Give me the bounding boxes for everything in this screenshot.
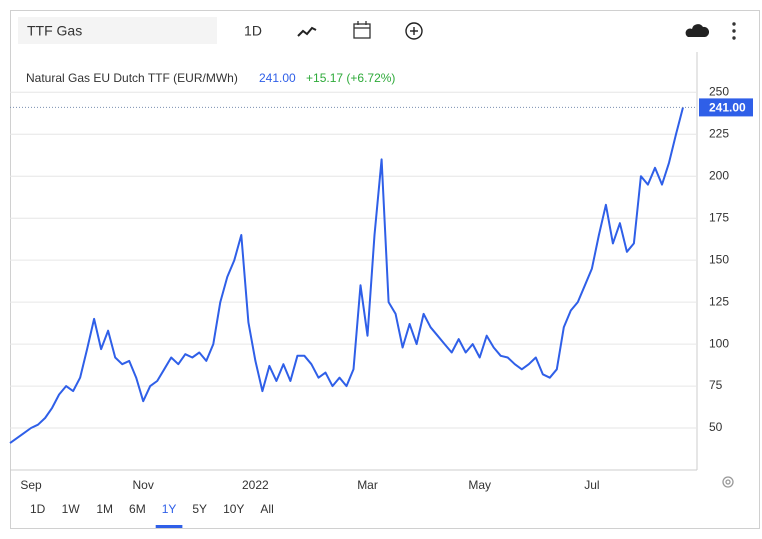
y-tick-label: 225: [709, 126, 729, 140]
settings-icon[interactable]: [722, 476, 734, 488]
interval[interactable]: 1D: [244, 23, 262, 39]
legend-title: Natural Gas EU Dutch TTF (EUR/MWh): [26, 71, 238, 85]
symbol: TTF Gas: [27, 23, 82, 39]
menu-icon[interactable]: [732, 22, 736, 40]
legend-change: +15.17 (+6.72%): [306, 71, 395, 85]
range-button[interactable]: 1M: [96, 502, 113, 516]
x-tick-label: Nov: [133, 478, 154, 492]
frame: [10, 10, 760, 529]
y-tick-label: 100: [709, 336, 729, 350]
chart-type-icon[interactable]: [297, 26, 317, 37]
calendar-icon[interactable]: [353, 21, 371, 39]
x-tick-label: Jul: [584, 478, 599, 492]
y-tick-label: 125: [709, 294, 729, 308]
download-icon[interactable]: [685, 24, 710, 37]
legend-price: 241.00: [259, 71, 296, 85]
range-button[interactable]: 10Y: [223, 502, 244, 516]
price-line: [9, 107, 684, 444]
x-tick-label: Mar: [357, 478, 378, 492]
last-price-tag: [699, 98, 753, 117]
x-tick-label: Sep: [20, 478, 42, 492]
range-button[interactable]: 1Y: [162, 502, 177, 516]
x-tick-label: May: [468, 478, 491, 492]
y-tick-label: 75: [709, 378, 723, 392]
y-tick-label: 250: [709, 84, 729, 98]
y-tick-label: 150: [709, 252, 729, 266]
y-tick-label: 200: [709, 168, 729, 182]
y-tick-label: 50: [709, 420, 723, 434]
range-button[interactable]: 1D: [30, 502, 46, 516]
range-button[interactable]: 5Y: [192, 502, 207, 516]
range-button[interactable]: All: [260, 502, 273, 516]
last-price-label: 241.00: [709, 101, 746, 115]
range-underline: [155, 525, 183, 528]
range-button[interactable]: 6M: [129, 502, 146, 516]
range-button[interactable]: 1W: [62, 502, 81, 516]
y-tick-label: 175: [709, 210, 729, 224]
add-icon[interactable]: [405, 22, 423, 40]
symbol-input[interactable]: [18, 17, 217, 44]
x-tick-label: 2022: [242, 478, 269, 492]
